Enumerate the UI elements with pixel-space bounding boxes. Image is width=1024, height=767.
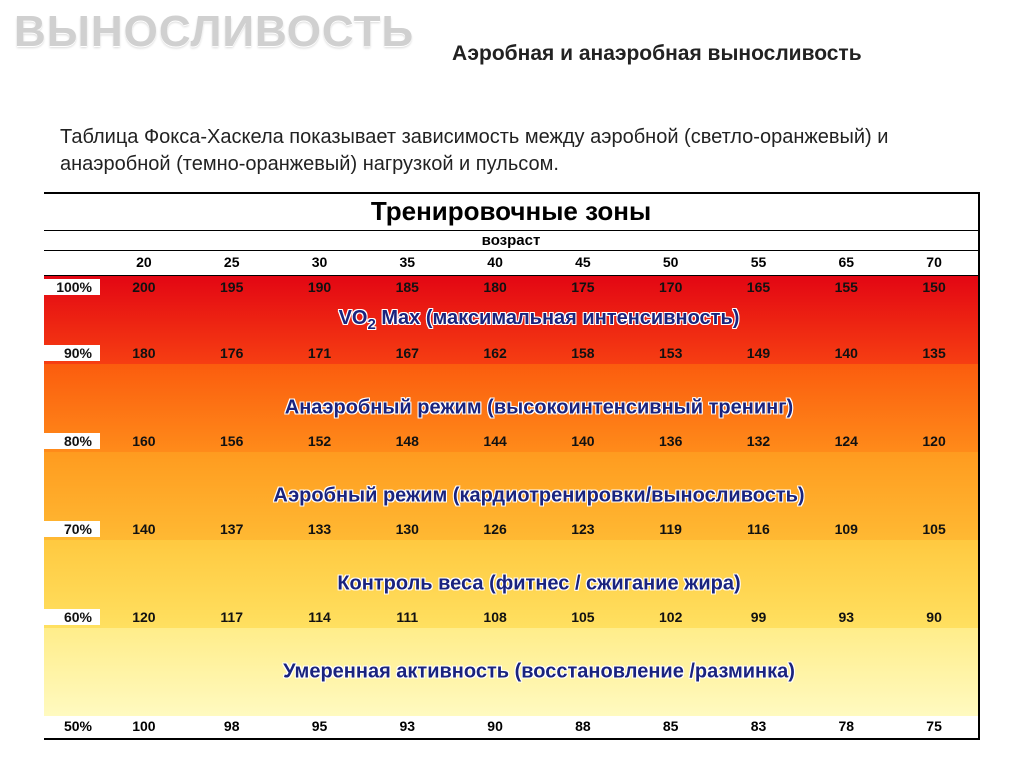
age-col: 70 [890, 254, 978, 270]
zone-label: Умеренная активность (восстановление /ра… [100, 661, 978, 684]
age-col: 35 [363, 254, 451, 270]
chart-title: Тренировочные зоны [44, 194, 978, 231]
pct-label: 100% [44, 279, 100, 295]
zone-label: Контроль веса (фитнес / сжигание жира) [100, 573, 978, 596]
zone-label: Аэробный режим (кардиотренировки/выносли… [100, 485, 978, 508]
zone-vo2max: 100% 200 195 190 185 180 175 170 165 155… [44, 276, 978, 364]
zone-label: Анаэробный режим (высокоинтенсивный трен… [100, 397, 978, 420]
age-col: 65 [802, 254, 890, 270]
pct-label: 90% [44, 345, 100, 361]
age-row: 20 25 30 35 40 45 50 55 65 70 [44, 251, 978, 276]
zone-anaerobic: Анаэробный режим (высокоинтенсивный трен… [44, 364, 978, 452]
subtitle: Аэробная и анаэробная выносливость [452, 42, 862, 66]
age-col: 45 [539, 254, 627, 270]
pct-label: 80% [44, 433, 100, 449]
training-zones-chart: Пульс (уд/мин) Тренировочные зоны возрас… [44, 192, 980, 740]
age-col: 30 [276, 254, 364, 270]
age-label: возраст [44, 231, 978, 251]
age-col: 50 [627, 254, 715, 270]
age-col: 25 [188, 254, 276, 270]
zone-weight-control: Контроль веса (фитнес / сжигание жира) 6… [44, 540, 978, 628]
zone-moderate: Умеренная активность (восстановление /ра… [44, 628, 978, 716]
zone-aerobic: Аэробный режим (кардиотренировки/выносли… [44, 452, 978, 540]
pct-label: 70% [44, 521, 100, 537]
age-col: 20 [100, 254, 188, 270]
slide: ВЫНОСЛИВОСТЬ Аэробная и анаэробная вынос… [0, 0, 1024, 750]
pct-label: 60% [44, 609, 100, 625]
age-col: 40 [451, 254, 539, 270]
bottom-row: 50% 100 98 95 93 90 88 85 83 78 75 [44, 716, 978, 738]
age-col: 55 [715, 254, 803, 270]
zone-label: VO2 Max (максимальная интенсивность) [100, 307, 978, 333]
pct-label: 50% [44, 718, 100, 734]
description: Таблица Фокса-Хаскела показывает зависим… [60, 124, 980, 178]
